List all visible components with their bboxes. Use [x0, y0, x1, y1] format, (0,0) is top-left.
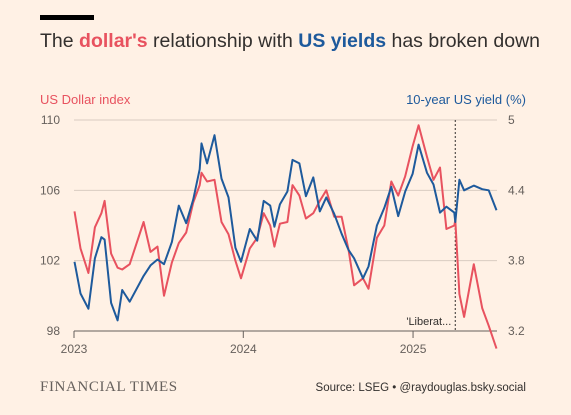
left-tick-label: 110: [41, 113, 60, 127]
x-tick-label: 2024: [230, 342, 257, 356]
right-tick-label: 3.8: [508, 254, 525, 268]
dollar-index-line: [73, 124, 498, 349]
left-tick-label: 106: [40, 183, 60, 197]
brand-bar: [40, 15, 94, 20]
right-axis-label: 10-year US yield (%): [406, 92, 526, 107]
right-tick-label: 3.2: [508, 324, 525, 338]
ft-logo: FINANCIAL TIMES: [40, 379, 178, 395]
chart-title: The dollar's relationship with US yields…: [40, 30, 540, 53]
source-note: Source: LSEG • @raydouglas.bsky.social: [315, 382, 526, 394]
title-post: has broken down: [386, 30, 541, 52]
left-tick-label: 102: [40, 254, 60, 268]
left-tick-label: 98: [47, 324, 61, 338]
title-pre: The: [40, 30, 80, 52]
right-tick-label: 4.4: [508, 183, 525, 197]
right-tick-label: 5: [508, 113, 515, 127]
us-yield-line: [73, 134, 498, 322]
title-mid: relationship with: [147, 30, 299, 52]
x-tick-label: 2025: [400, 342, 427, 356]
title-highlight-yields: US yields: [298, 30, 387, 52]
x-tick-label: 2023: [61, 342, 88, 356]
title-highlight-dollar: dollar's: [79, 30, 148, 52]
annotation-label: 'Liberat...: [406, 316, 451, 328]
left-axis-label: US Dollar index: [40, 92, 131, 107]
